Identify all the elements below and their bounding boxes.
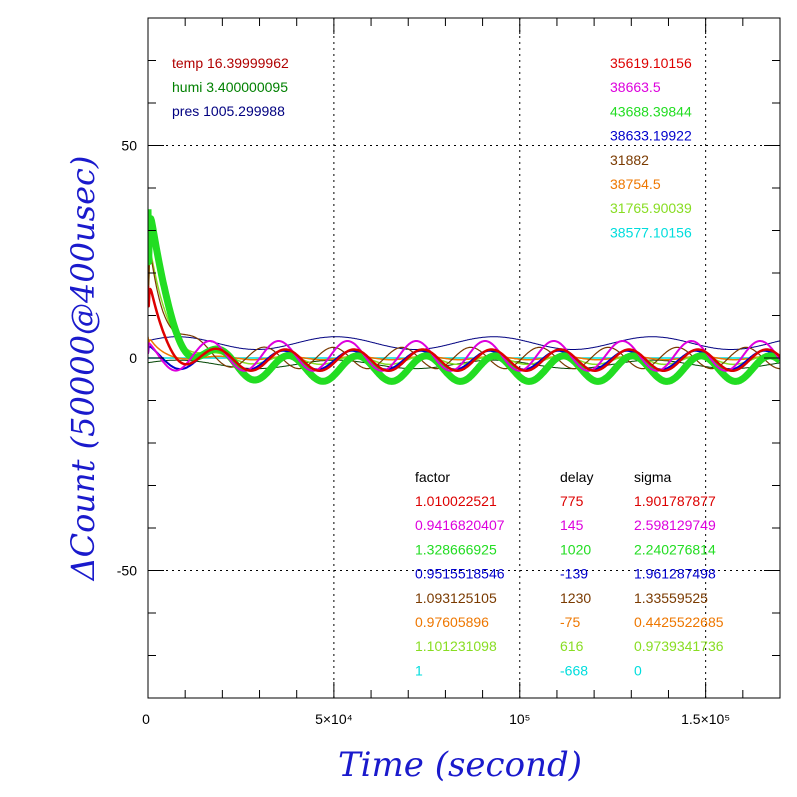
x-tick-label: 5×10⁴ <box>315 711 353 727</box>
series-sigma-value: 0.9739341736 <box>634 638 724 654</box>
x-tick-label: 0 <box>142 711 150 727</box>
series-mean-label: 38754.5 <box>610 176 661 192</box>
series-delay-value: -75 <box>560 614 580 630</box>
y-tick-label: 50 <box>121 138 137 154</box>
series-line-1 <box>148 285 780 372</box>
series-delay-value: 775 <box>560 493 584 509</box>
series-factor-value: 1.328666925 <box>415 541 497 557</box>
series-factor-value: 1 <box>415 662 423 678</box>
env-label: pres 1005.299988 <box>172 103 285 119</box>
series-lines <box>148 209 780 385</box>
series-delay-value: 1230 <box>560 590 591 606</box>
series-delay-value: 1020 <box>560 541 591 557</box>
series-delay-value: 145 <box>560 517 584 533</box>
series-mean-label: 38577.10156 <box>610 224 692 240</box>
env-label: humi 3.400000095 <box>172 79 288 95</box>
series-mean-label: 38633.19922 <box>610 128 692 144</box>
series-factor-value: 0.9416820407 <box>415 517 505 533</box>
y-axis-title: ΔCount (50000@400usec) <box>64 156 102 583</box>
series-mean-label: 31765.90039 <box>610 200 692 216</box>
series-sigma-value: 0.4425522685 <box>634 614 724 630</box>
series-line-2 <box>148 340 780 372</box>
table-header-sigma: sigma <box>634 469 672 485</box>
x-axis-title: Time (second) <box>338 745 582 785</box>
series-mean-label: 31882 <box>610 152 649 168</box>
y-tick-label: -50 <box>117 563 137 579</box>
series-sigma-value: 1.961287498 <box>634 566 716 582</box>
series-line-7 <box>148 238 780 366</box>
series-delay-value: -668 <box>560 662 588 678</box>
y-tick-label: 0 <box>129 350 137 366</box>
series-factor-value: 1.101231098 <box>415 638 497 654</box>
series-delay-value: -139 <box>560 566 588 582</box>
series-mean-label: 35619.10156 <box>610 55 692 71</box>
series-factor-value: 1.010022521 <box>415 493 497 509</box>
series-delay-value: 616 <box>560 638 584 654</box>
x-tick-label: 1.5×10⁵ <box>681 711 730 727</box>
series-sigma-value: 2.240276814 <box>634 541 716 557</box>
series-factor-value: 0.97605896 <box>415 614 489 630</box>
series-sigma-value: 1.33559525 <box>634 590 708 606</box>
extra-line-0 <box>148 336 780 350</box>
env-label: temp 16.39999962 <box>172 55 289 71</box>
series-mean-label: 43688.39844 <box>610 103 692 119</box>
series-line-3 <box>148 209 780 385</box>
series-line-5 <box>148 230 780 370</box>
table-header-factor: factor <box>415 469 450 485</box>
series-sigma-value: 0 <box>634 662 642 678</box>
tick-marks <box>147 17 781 699</box>
series-factor-value: 0.9515518546 <box>415 566 505 582</box>
x-tick-label: 10⁵ <box>509 711 530 727</box>
series-line-4 <box>148 345 780 371</box>
tick-labels: 0 5×10⁴ 10⁵ 1.5×10⁵ 50 0 -50 <box>117 138 730 728</box>
table-header-delay: delay <box>560 469 593 485</box>
series-mean-label: 38663.5 <box>610 79 661 95</box>
series-sigma-value: 2.598129749 <box>634 517 716 533</box>
series-factor-value: 1.093125105 <box>415 590 497 606</box>
annotations: temp 16.39999962 humi 3.400000095 pres 100… <box>172 55 724 678</box>
series-sigma-value: 1.901787877 <box>634 493 716 509</box>
